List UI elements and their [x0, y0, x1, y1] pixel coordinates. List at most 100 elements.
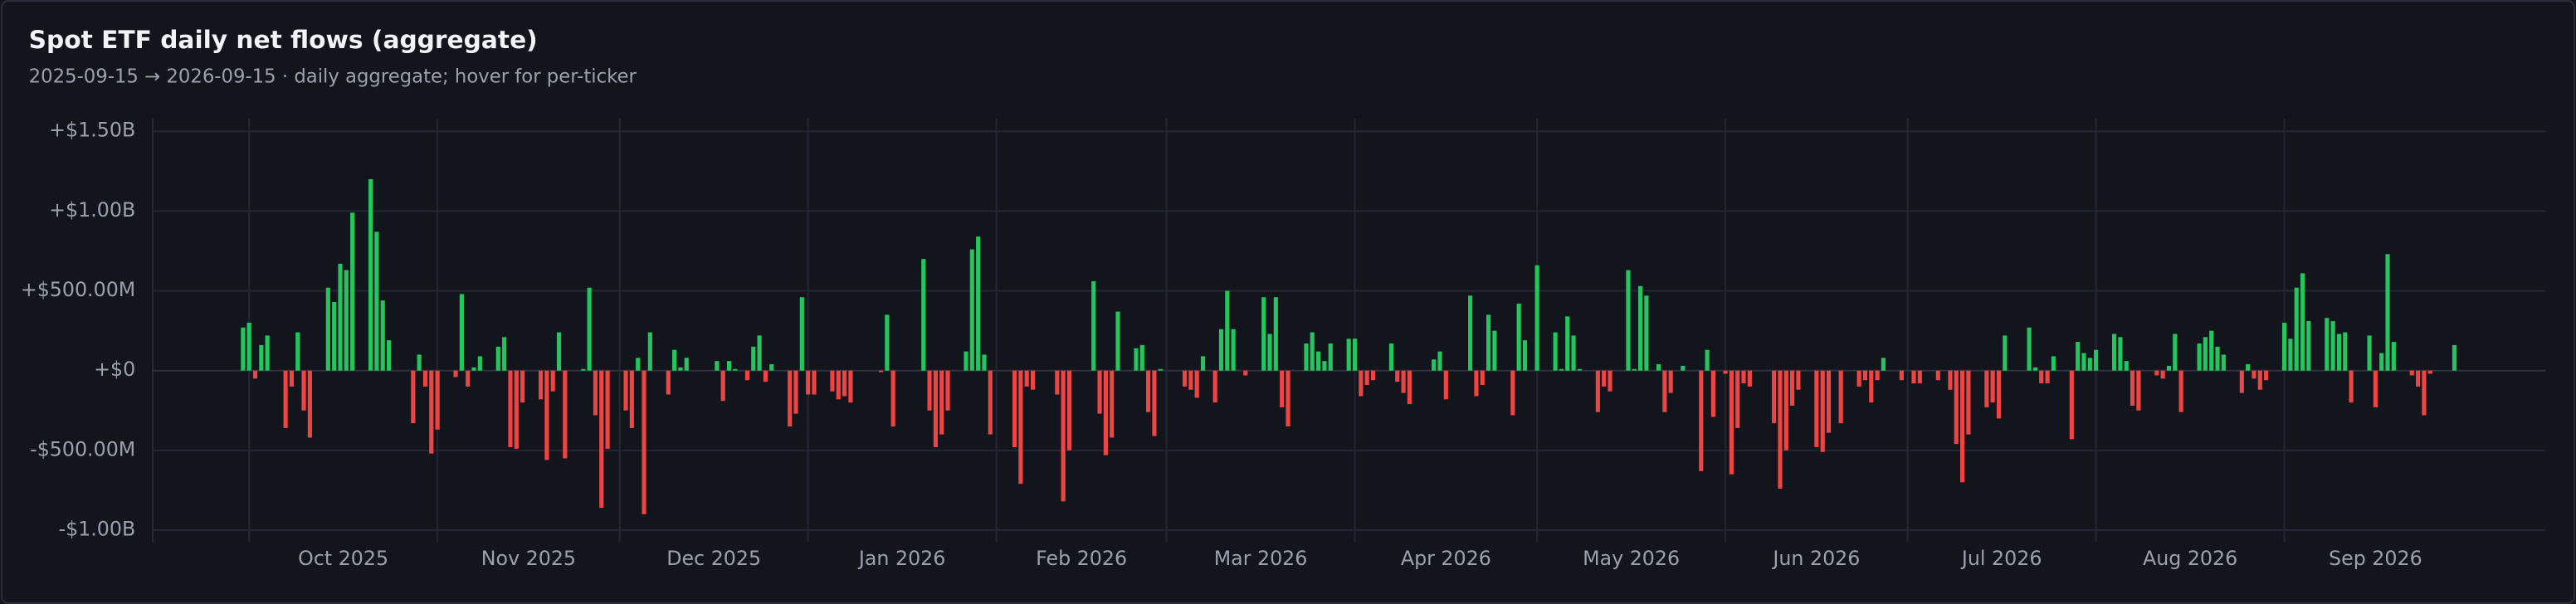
bar: [799, 297, 804, 371]
bar: [2409, 370, 2414, 376]
bar: [1960, 370, 1965, 483]
bar: [2130, 370, 2135, 406]
bar: [1364, 370, 1369, 385]
bar: [1370, 370, 1376, 381]
bar: [386, 340, 392, 371]
bar: [1510, 370, 1515, 416]
bar: [982, 354, 987, 371]
bar: [2427, 370, 2432, 374]
bar: [1267, 334, 1272, 371]
bar: [2343, 332, 2348, 371]
bar: [422, 370, 428, 387]
bar: [1316, 351, 1321, 371]
bar: [605, 370, 610, 449]
bar: [1984, 370, 1989, 407]
bar: [1346, 339, 1351, 371]
bar: [2246, 363, 2251, 371]
bar: [733, 368, 738, 371]
bar: [374, 231, 379, 371]
bar: [2215, 346, 2220, 371]
bar: [744, 370, 750, 381]
bar: [1723, 370, 1728, 374]
bar: [939, 370, 944, 435]
bar: [1935, 370, 1940, 381]
bar: [1055, 370, 1060, 395]
bar: [927, 370, 932, 411]
bar: [1097, 370, 1102, 414]
bar: [563, 370, 568, 459]
bar: [1626, 270, 1631, 371]
chart-title: Spot ETF daily net flows (aggregate): [29, 25, 538, 54]
bar: [2112, 334, 2117, 371]
bar: [338, 263, 343, 371]
bar: [344, 270, 349, 371]
bar: [1194, 370, 1199, 398]
y-tick-label: +$500.00M: [21, 278, 135, 301]
bar: [1826, 370, 1832, 433]
bar: [599, 370, 604, 509]
bar: [2051, 356, 2056, 371]
bar: [1838, 370, 1843, 424]
bar: [678, 367, 683, 371]
x-tick-label: Dec 2025: [666, 547, 761, 570]
bar: [1388, 343, 1394, 371]
bar: [1407, 370, 1412, 405]
bar: [726, 361, 732, 371]
bar: [466, 370, 471, 387]
bar: [1225, 290, 1230, 371]
bar: [1729, 370, 1734, 475]
bar: [429, 370, 434, 454]
bar: [1322, 361, 1327, 371]
bar: [1486, 314, 1491, 371]
bar: [1668, 370, 1673, 393]
bar: [1899, 370, 1904, 381]
bar: [2257, 370, 2262, 390]
bar: [1280, 370, 1285, 407]
bar: [2118, 337, 2123, 371]
bar: [945, 370, 950, 411]
bar: [550, 370, 555, 392]
bar: [806, 370, 811, 395]
bar: [2094, 349, 2099, 371]
bar: [1304, 343, 1309, 371]
bar: [1595, 370, 1600, 412]
bar: [1966, 370, 1971, 435]
bar: [1401, 370, 1406, 393]
bar: [1103, 370, 1108, 455]
bar: [1012, 370, 1017, 447]
bar: [471, 367, 476, 371]
bar: [2349, 370, 2354, 403]
bar: [1139, 344, 1144, 371]
bar: [1480, 370, 1485, 385]
bar: [1273, 297, 1278, 371]
bar: [265, 335, 270, 371]
bar: [2367, 335, 2372, 371]
bar: [1783, 370, 1788, 451]
bar: [1437, 351, 1442, 371]
bar: [259, 344, 264, 371]
bar: [2294, 287, 2299, 371]
bar: [1741, 370, 1746, 384]
bar: [2166, 365, 2172, 371]
bar: [969, 249, 974, 371]
bar: [1735, 370, 1740, 428]
bar: [1710, 370, 1716, 417]
bar: [2422, 370, 2427, 416]
bar: [1917, 370, 1922, 384]
bar: [283, 370, 288, 428]
bar: [2197, 343, 2202, 371]
bar: [1091, 281, 1096, 371]
bar: [2136, 370, 2141, 411]
bar: [1820, 370, 1825, 452]
bar: [2252, 370, 2256, 379]
x-tick-label: May 2026: [1583, 547, 1680, 570]
x-tick-label: Jul 2026: [1960, 547, 2042, 570]
bar: [1024, 370, 1029, 387]
bar: [2081, 353, 2086, 371]
x-tick-label: Aug 2026: [2143, 547, 2237, 570]
bar: [2087, 358, 2092, 371]
bar: [2336, 334, 2342, 371]
bar: [2076, 342, 2081, 371]
